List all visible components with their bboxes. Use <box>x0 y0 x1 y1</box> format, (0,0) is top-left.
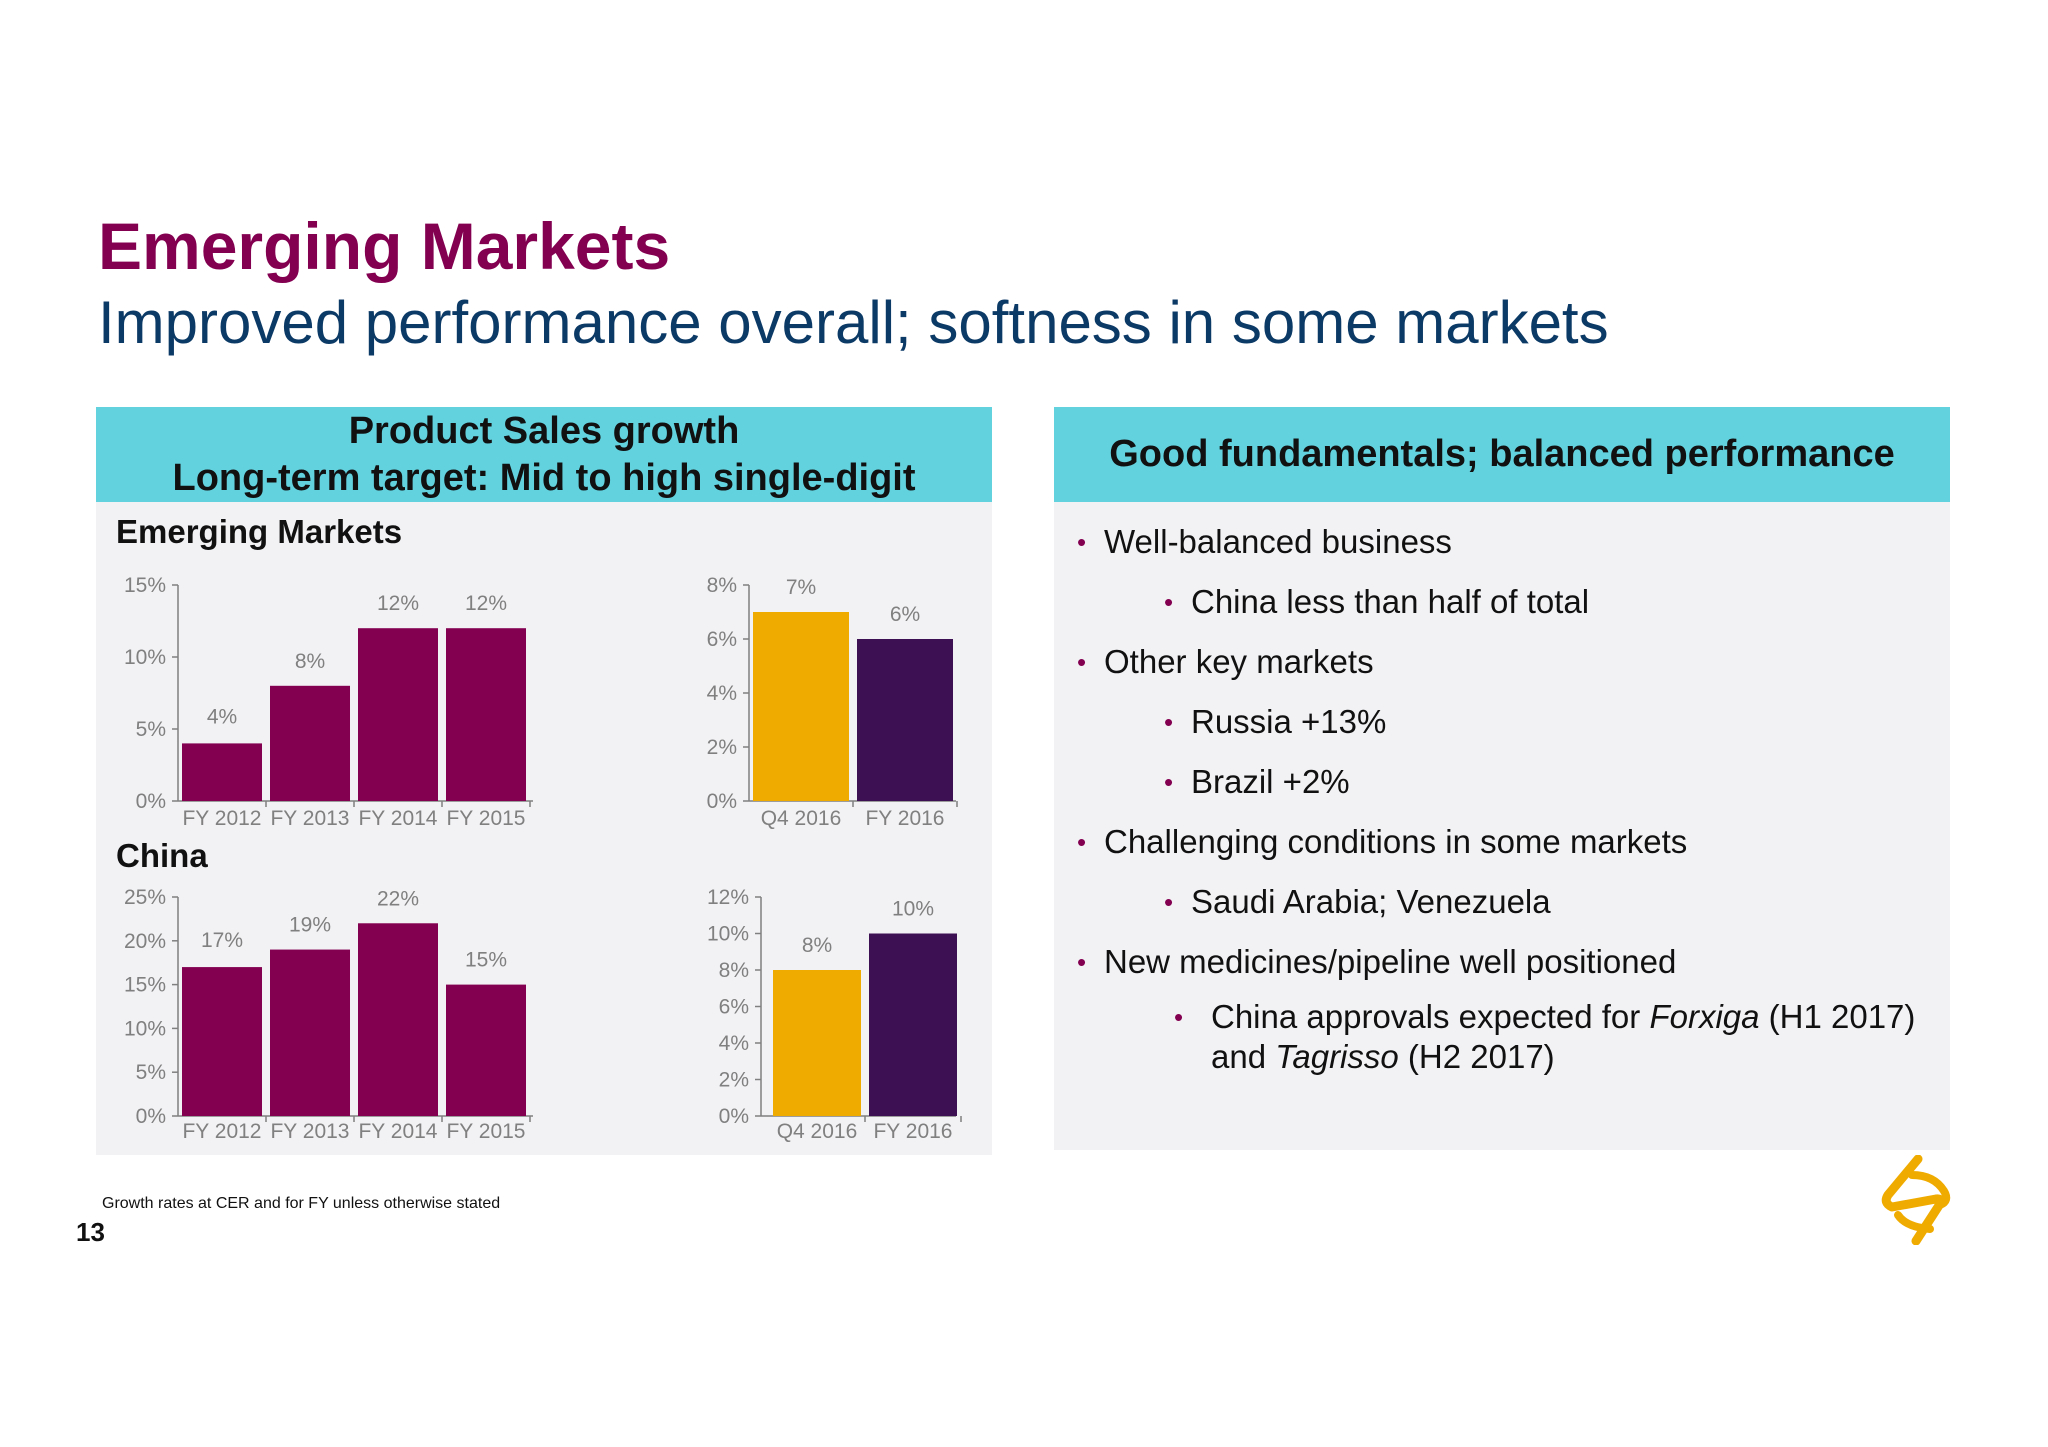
fundamentals-header-text: Good fundamentals; balanced performance <box>1109 431 1894 478</box>
y-tick-label: 8% <box>719 959 749 982</box>
bullet-dot-icon: • <box>1077 522 1086 562</box>
bar <box>869 934 957 1117</box>
y-tick-label: 6% <box>719 996 749 1019</box>
bullet-dot-icon: • <box>1077 642 1086 682</box>
x-tick-label: Q4 2016 <box>777 1120 858 1143</box>
bullet-text: Saudi Arabia; Venezuela <box>1191 883 1551 920</box>
chart-china-2016: 0% 2% 4% 6% 8% 10% 12% 8% Q4 2016 10% FY 2016 <box>96 407 992 1155</box>
bullet-item: • Challenging conditions in some markets <box>1104 822 1687 862</box>
bullet-text-line1: China approvals expected for Forxiga (H1… <box>1211 997 1915 1037</box>
bullet-text-line2: and Tagrisso (H2 2017) <box>1211 1037 1915 1077</box>
bullet-text: Russia +13% <box>1191 703 1386 740</box>
page-number: 13 <box>76 1217 105 1248</box>
bar <box>773 970 861 1116</box>
bullet-dot-icon: • <box>1077 822 1086 862</box>
bullet-text: Well-balanced business <box>1104 523 1452 560</box>
bullet-dot-icon: • <box>1174 997 1183 1037</box>
bullet-text: Other key markets <box>1104 643 1374 680</box>
fundamentals-header: Good fundamentals; balanced performance <box>1054 407 1950 502</box>
bullet-text: Brazil +2% <box>1191 763 1350 800</box>
bullet-item: • Other key markets <box>1104 642 1374 682</box>
bullet-item: • China less than half of total <box>1191 582 1589 622</box>
page-subtitle: Improved performance overall; softness i… <box>98 288 1609 357</box>
fundamentals-panel: Good fundamentals; balanced performance … <box>1054 407 1950 1150</box>
bullet-dot-icon: • <box>1077 942 1086 982</box>
bullet-item: • Well-balanced business <box>1104 522 1452 562</box>
data-label: 10% <box>892 898 934 921</box>
bullet-item: • New medicines/pipeline well positioned <box>1104 942 1676 982</box>
bullet-item: • China approvals expected for Forxiga (… <box>1211 997 1915 1077</box>
data-label: 8% <box>802 934 832 957</box>
y-tick-label: 4% <box>719 1032 749 1055</box>
y-tick-label: 12% <box>707 886 749 909</box>
y-tick-label: 0% <box>719 1105 749 1128</box>
bullet-text: China less than half of total <box>1191 583 1589 620</box>
bullet-dot-icon: • <box>1164 582 1173 622</box>
footnote: Growth rates at CER and for FY unless ot… <box>102 1195 500 1213</box>
bullet-text: Challenging conditions in some markets <box>1104 823 1687 860</box>
bullet-text: New medicines/pipeline well positioned <box>1104 943 1676 980</box>
bullet-item: • Saudi Arabia; Venezuela <box>1191 882 1551 922</box>
sales-growth-panel: Product Sales growth Long-term target: M… <box>96 407 992 1155</box>
company-logo-icon <box>1878 1155 1958 1245</box>
y-tick-label: 10% <box>707 923 749 946</box>
drug-name-tagrisso: Tagrisso <box>1275 1038 1399 1075</box>
bullet-dot-icon: • <box>1164 882 1173 922</box>
page-title: Emerging Markets <box>98 208 670 284</box>
bullet-item: • Russia +13% <box>1191 702 1386 742</box>
bullet-dot-icon: • <box>1164 702 1173 742</box>
drug-name-forxiga: Forxiga <box>1649 998 1759 1035</box>
y-tick-label: 2% <box>719 1069 749 1092</box>
bullet-dot-icon: • <box>1164 762 1173 802</box>
x-tick-label: FY 2016 <box>873 1120 952 1143</box>
bullet-item: • Brazil +2% <box>1191 762 1350 802</box>
